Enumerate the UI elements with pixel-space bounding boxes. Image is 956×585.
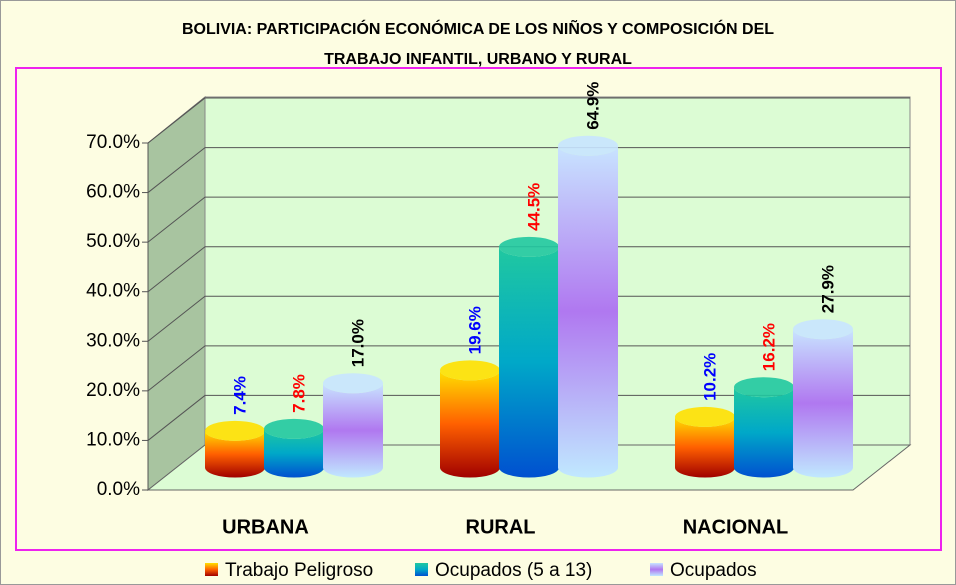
legend-label: Trabajo Peligroso — [225, 560, 373, 581]
cylinder-top — [499, 236, 559, 257]
data-label: 19.6% — [465, 306, 484, 354]
cylinder — [734, 387, 794, 478]
x-tick-label: URBANA — [222, 516, 309, 538]
cylinder-top — [264, 418, 324, 439]
data-label: 27.9% — [818, 265, 837, 313]
y-tick-label: 0.0% — [97, 479, 140, 500]
legend-swatch — [415, 563, 428, 576]
data-label: 10.2% — [700, 353, 719, 401]
cylinder — [558, 145, 618, 478]
cylinder-top — [205, 420, 265, 441]
y-tick-label: 40.0% — [86, 281, 140, 302]
y-tick-label: 10.0% — [86, 429, 140, 450]
cylinder — [499, 246, 559, 478]
legend-label: Ocupados — [670, 560, 757, 581]
cylinder-top — [440, 360, 500, 381]
plot-frame — [15, 67, 942, 551]
y-tick-label: 70.0% — [86, 132, 140, 153]
cylinder — [264, 428, 324, 478]
side-wall — [147, 95, 206, 492]
x-tick-label: NACIONAL — [683, 516, 789, 538]
cylinder — [675, 416, 735, 478]
data-label: 64.9% — [583, 82, 602, 130]
data-label: 16.2% — [759, 323, 778, 371]
cylinder-top — [675, 406, 735, 427]
data-label: 17.0% — [348, 319, 367, 367]
cylinder-top — [734, 377, 794, 398]
y-tick-label: 60.0% — [86, 182, 140, 203]
data-label: 44.5% — [524, 183, 543, 231]
legend-label: Ocupados (5 a 13) — [435, 560, 592, 581]
legend-swatch — [650, 563, 663, 576]
x-tick-label: RURAL — [466, 516, 536, 538]
data-label: 7.4% — [230, 376, 249, 415]
cylinder — [440, 370, 500, 478]
grid-line — [147, 295, 910, 342]
grid-line — [147, 345, 910, 392]
y-tick-label: 20.0% — [86, 380, 140, 401]
cylinder-top — [323, 373, 383, 394]
cylinder — [323, 383, 383, 478]
grid-line — [147, 394, 910, 441]
grid-line — [147, 97, 910, 144]
chart-title: BOLIVIA: PARTICIPACIÓN ECONÓMICA DE LOS … — [182, 18, 774, 38]
y-tick-label: 30.0% — [86, 330, 140, 351]
y-tick-label: 50.0% — [86, 231, 140, 252]
chart-title: TRABAJO INFANTIL, URBANO Y RURAL — [324, 51, 632, 68]
grid-line — [147, 246, 910, 293]
cylinder — [205, 430, 265, 478]
cylinder — [793, 329, 853, 478]
cylinder-top — [793, 319, 853, 340]
grid-line — [147, 196, 910, 243]
legend-swatch — [205, 563, 218, 576]
data-label: 7.8% — [289, 374, 308, 413]
grid-line — [147, 147, 910, 193]
cylinder-top — [558, 135, 618, 156]
